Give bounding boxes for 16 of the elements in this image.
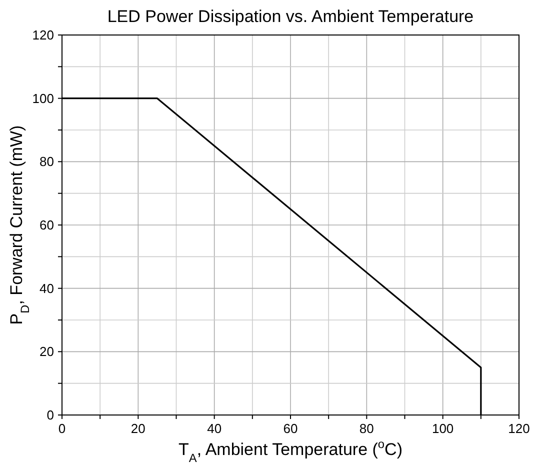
x-tick-label: 120	[508, 421, 530, 436]
x-tick-label: 0	[58, 421, 66, 436]
y-tick-label: 120	[32, 28, 54, 42]
y-tick-label: 20	[40, 344, 54, 360]
chart-title: LED Power Dissipation vs. Ambient Temperature	[107, 7, 474, 26]
x-axis-title: T$_{A}$, Ambient Temperature ($^{o}$C)	[178, 437, 403, 465]
x-tick-label: 80	[359, 421, 374, 436]
y-tick-label: 80	[40, 154, 54, 170]
y-tick-label: 100	[32, 90, 54, 106]
y-tick-label: 0	[46, 408, 54, 422]
x-tick-label: 20	[130, 421, 146, 436]
y-tick-label: 60	[40, 218, 54, 232]
x-tick-label: 40	[207, 421, 222, 436]
x-tick-label: 60	[283, 421, 298, 436]
y-tick-label: 40	[40, 280, 54, 296]
x-tick-label: 100	[432, 421, 454, 436]
